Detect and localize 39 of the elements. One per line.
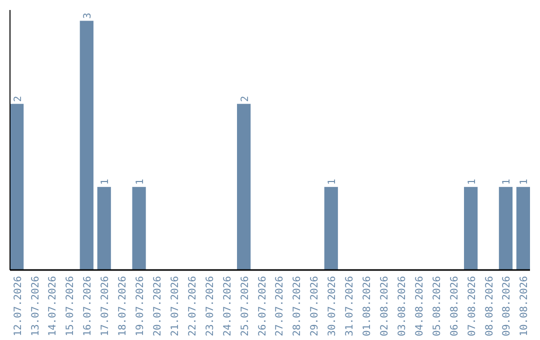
x-tick-label: 29.07.2026 [310, 276, 321, 336]
x-tick-label: 05.08.2026 [432, 276, 443, 336]
x-tick-label: 02.08.2026 [380, 276, 390, 336]
x-tick-label: 23.07.2026 [204, 276, 216, 336]
x-tick-label: 04.08.2026 [414, 276, 426, 336]
x-tick-label: 24.07.2026 [222, 276, 234, 336]
x-tick-label: 18.07.2026 [118, 276, 129, 336]
x-tick-label: 27.07.2026 [274, 276, 286, 336]
x-tick-label: 13.07.2026 [30, 276, 42, 336]
x-tick-label: 01.08.2026 [362, 276, 374, 336]
x-tick-label: 03.08.2026 [396, 276, 408, 336]
x-tick-label: 20.07.2026 [152, 276, 164, 336]
x-tick-label: 17.07.2026 [100, 276, 112, 336]
x-tick-label: 16.07.2026 [82, 276, 94, 336]
x-tick-label: 19.07.2026 [135, 276, 146, 336]
x-tick-label: 22.07.2026 [187, 276, 198, 336]
data-label: 1 [519, 178, 530, 185]
data-label: 1 [327, 178, 338, 185]
data-label: 1 [100, 178, 112, 185]
x-tick-label: 21.07.2026 [170, 276, 181, 336]
data-label: 1 [502, 178, 513, 185]
x-tick-label: 26.07.2026 [257, 276, 268, 336]
x-tick-label: 12.07.2026 [12, 276, 24, 336]
data-label: 2 [12, 96, 24, 102]
data-label: 1 [466, 178, 478, 185]
x-tick-label: 09.08.2026 [502, 276, 513, 336]
x-tick-label: 10.08.2026 [519, 276, 530, 336]
x-tick-label: 14.07.2026 [48, 276, 59, 336]
x-tick-label: 07.08.2026 [466, 276, 478, 336]
x-tick-label: 06.08.2026 [449, 276, 460, 336]
data-label: 1 [135, 178, 146, 185]
x-tick-label: 08.08.2026 [484, 276, 496, 336]
data-label: 2 [240, 96, 251, 102]
x-tick-label: 31.07.2026 [344, 276, 356, 336]
x-tick-label: 28.07.2026 [292, 276, 304, 336]
x-tick-label: 15.07.2026 [65, 276, 76, 336]
x-tick-label: 25.07.2026 [240, 276, 251, 336]
data-label: 3 [82, 12, 94, 19]
x-tick-label: 30.07.2026 [327, 276, 338, 336]
